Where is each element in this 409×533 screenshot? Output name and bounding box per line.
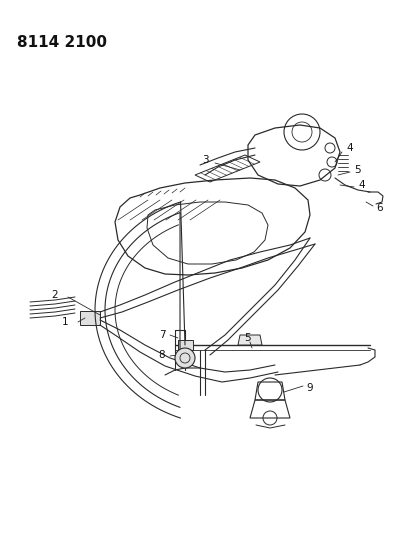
Text: 8114 2100: 8114 2100 <box>17 35 107 50</box>
Text: 1: 1 <box>61 317 68 327</box>
Circle shape <box>175 348 195 368</box>
Text: 8: 8 <box>158 350 165 360</box>
Text: 5: 5 <box>244 333 251 343</box>
Text: 5: 5 <box>354 165 360 175</box>
Text: 4: 4 <box>346 143 353 153</box>
Polygon shape <box>237 335 261 345</box>
Text: 3: 3 <box>201 155 208 165</box>
Text: 4: 4 <box>358 180 364 190</box>
Text: 9: 9 <box>306 383 312 393</box>
Polygon shape <box>80 311 100 325</box>
Text: 6: 6 <box>376 203 382 213</box>
Text: 7: 7 <box>158 330 165 340</box>
Polygon shape <box>178 340 193 350</box>
Text: 2: 2 <box>52 290 58 300</box>
